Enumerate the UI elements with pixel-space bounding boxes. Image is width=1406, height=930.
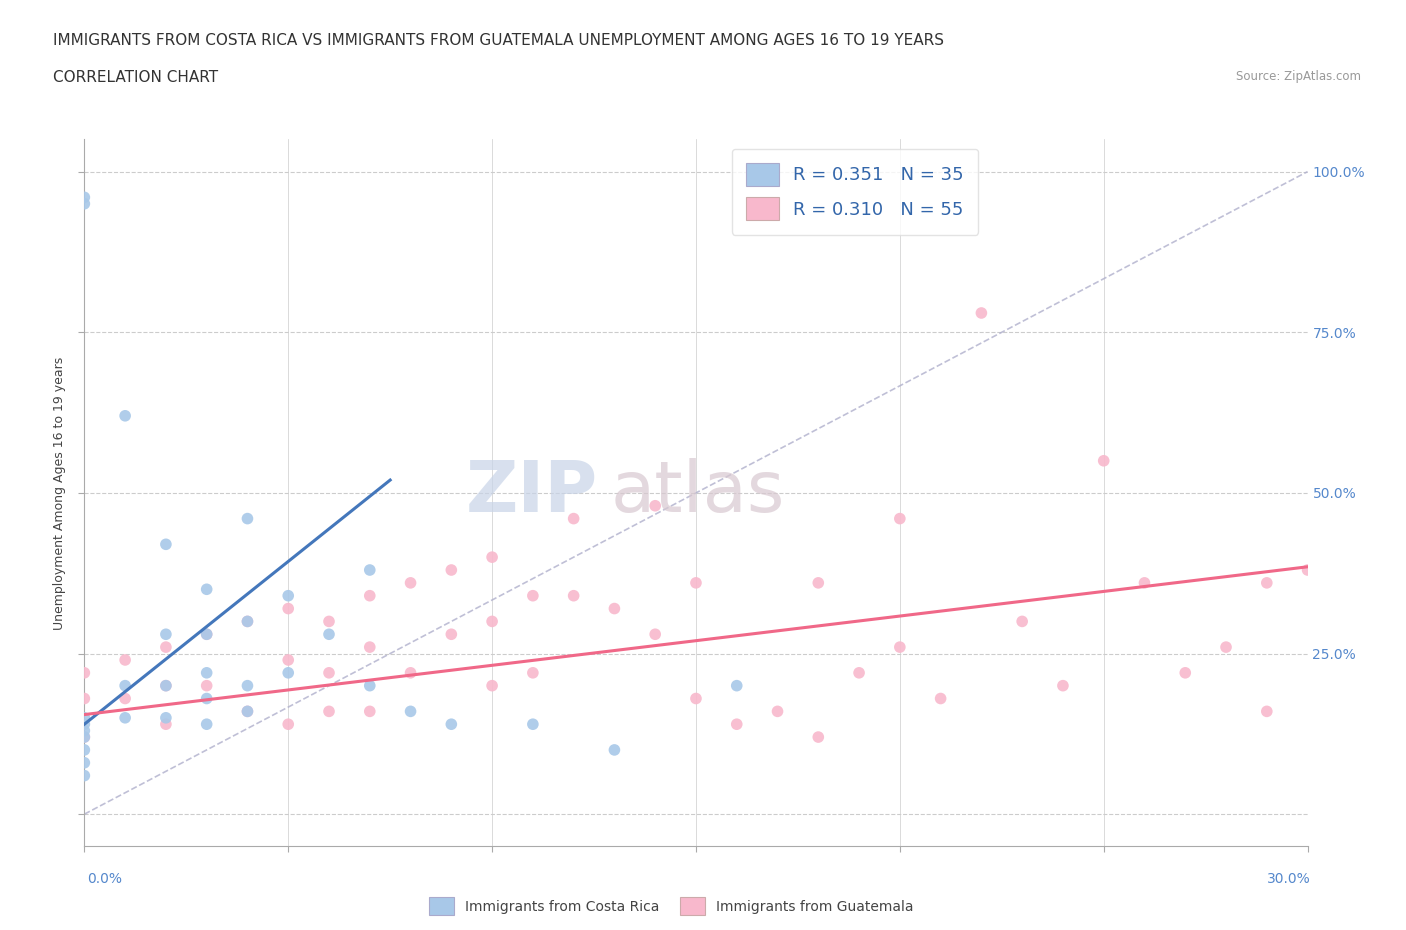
Point <box>155 627 177 642</box>
Legend: Immigrants from Costa Rica, Immigrants from Guatemala: Immigrants from Costa Rica, Immigrants f… <box>423 892 920 921</box>
Point <box>195 665 218 680</box>
Point <box>522 589 544 604</box>
Point <box>277 589 299 604</box>
Point <box>155 717 177 732</box>
Text: CORRELATION CHART: CORRELATION CHART <box>53 70 218 85</box>
Point <box>685 576 707 591</box>
Point <box>807 576 830 591</box>
Point <box>481 614 503 629</box>
Point <box>970 306 993 321</box>
Point <box>155 640 177 655</box>
Point <box>318 665 340 680</box>
Point <box>399 704 422 719</box>
Point <box>359 640 381 655</box>
Point <box>195 627 218 642</box>
Point <box>848 665 870 680</box>
Point <box>1011 614 1033 629</box>
Point <box>562 512 585 526</box>
Point <box>889 512 911 526</box>
Point <box>644 627 666 642</box>
Point <box>603 601 626 616</box>
Y-axis label: Unemployment Among Ages 16 to 19 years: Unemployment Among Ages 16 to 19 years <box>52 356 66 630</box>
Point <box>1133 576 1156 591</box>
Point <box>318 627 340 642</box>
Point <box>114 691 136 706</box>
Text: 30.0%: 30.0% <box>1267 871 1310 886</box>
Point <box>195 678 218 693</box>
Point <box>318 614 340 629</box>
Text: IMMIGRANTS FROM COSTA RICA VS IMMIGRANTS FROM GUATEMALA UNEMPLOYMENT AMONG AGES : IMMIGRANTS FROM COSTA RICA VS IMMIGRANTS… <box>53 33 945 47</box>
Point <box>155 711 177 725</box>
Point <box>195 582 218 597</box>
Point <box>73 691 96 706</box>
Text: Source: ZipAtlas.com: Source: ZipAtlas.com <box>1236 70 1361 83</box>
Point <box>1296 563 1319 578</box>
Point <box>236 512 259 526</box>
Point <box>1256 576 1278 591</box>
Point <box>359 678 381 693</box>
Point <box>685 691 707 706</box>
Point <box>73 730 96 745</box>
Point <box>807 730 830 745</box>
Point <box>522 717 544 732</box>
Point <box>73 711 96 725</box>
Point <box>929 691 952 706</box>
Point <box>114 711 136 725</box>
Point <box>1052 678 1074 693</box>
Point <box>73 665 96 680</box>
Point <box>114 408 136 423</box>
Point <box>114 678 136 693</box>
Text: atlas: atlas <box>610 458 785 527</box>
Point <box>481 550 503 565</box>
Point <box>195 691 218 706</box>
Point <box>725 717 748 732</box>
Point <box>236 704 259 719</box>
Point <box>318 704 340 719</box>
Point <box>195 717 218 732</box>
Point <box>562 589 585 604</box>
Point <box>359 589 381 604</box>
Point <box>522 665 544 680</box>
Point <box>236 614 259 629</box>
Point <box>73 190 96 205</box>
Point <box>236 614 259 629</box>
Text: 0.0%: 0.0% <box>87 871 122 886</box>
Point <box>73 768 96 783</box>
Point <box>359 704 381 719</box>
Point <box>195 627 218 642</box>
Point <box>440 627 463 642</box>
Point <box>399 665 422 680</box>
Point <box>1256 704 1278 719</box>
Point <box>155 678 177 693</box>
Point <box>440 563 463 578</box>
Point <box>155 537 177 551</box>
Point <box>481 678 503 693</box>
Point <box>277 653 299 668</box>
Point <box>277 601 299 616</box>
Point <box>359 563 381 578</box>
Point <box>73 196 96 211</box>
Point <box>1215 640 1237 655</box>
Point <box>399 576 422 591</box>
Point <box>277 717 299 732</box>
Point <box>114 653 136 668</box>
Point <box>1174 665 1197 680</box>
Point <box>73 755 96 770</box>
Point <box>766 704 789 719</box>
Point <box>603 742 626 757</box>
Point <box>277 665 299 680</box>
Point <box>725 678 748 693</box>
Point <box>236 678 259 693</box>
Text: ZIP: ZIP <box>465 458 598 527</box>
Point <box>73 730 96 745</box>
Point <box>889 640 911 655</box>
Point <box>73 717 96 732</box>
Point <box>236 704 259 719</box>
Point <box>440 717 463 732</box>
Point <box>155 678 177 693</box>
Point <box>73 724 96 738</box>
Point <box>1092 453 1115 468</box>
Point <box>73 742 96 757</box>
Point <box>644 498 666 513</box>
